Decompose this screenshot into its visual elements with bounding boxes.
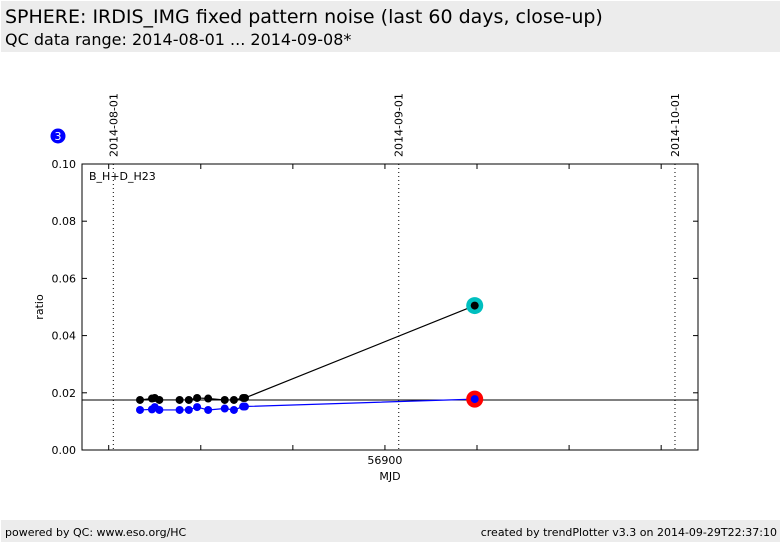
panel-label: B_H+D_H23 (89, 170, 156, 183)
data-point (184, 395, 193, 404)
data-point (136, 395, 145, 404)
y-tick-label: 0.04 (52, 330, 77, 343)
data-point (220, 395, 229, 404)
count-badge-icon (50, 128, 66, 144)
y-tick-label: 0.08 (52, 215, 77, 228)
page-subtitle: QC data range: 2014-08-01 ... 2014-09-08… (5, 30, 352, 49)
data-point (229, 395, 238, 404)
data-point (229, 405, 238, 414)
data-point (155, 405, 164, 414)
page-title: SPHERE: IRDIS_IMG fixed pattern noise (l… (5, 6, 603, 28)
data-point (175, 405, 184, 414)
data-point (184, 405, 193, 414)
data-point (193, 403, 202, 412)
data-point (136, 405, 145, 414)
y-tick-label: 0.06 (52, 272, 77, 285)
y-axis-label: ratio (33, 294, 46, 320)
y-tick-label: 0.02 (52, 387, 77, 400)
count-badge: 3 (55, 130, 62, 143)
y-tick-label: 0.10 (52, 158, 77, 171)
data-point (240, 402, 249, 411)
x-axis-label: MJD (379, 470, 400, 483)
footer-left: powered by QC: www.eso.org/HC (5, 526, 187, 539)
date-marker-label: 2014-10-01 (669, 93, 682, 157)
data-point (240, 393, 249, 402)
data-point (193, 393, 202, 402)
data-point (175, 395, 184, 404)
footer: powered by QC: www.eso.org/HC created by… (1, 520, 780, 542)
data-point (204, 405, 213, 414)
date-marker-label: 2014-09-01 (393, 93, 406, 157)
footer-right: created by trendPlotter v3.3 on 2014-09-… (480, 526, 777, 539)
y-tick-label: 0.00 (52, 444, 77, 457)
header: SPHERE: IRDIS_IMG fixed pattern noise (l… (1, 1, 780, 52)
data-point (470, 395, 479, 404)
plot-frame (81, 163, 699, 451)
date-marker-label: 2014-08-01 (107, 93, 120, 157)
data-point (220, 404, 229, 413)
series-line (139, 305, 475, 401)
x-tick-label: 56900 (367, 454, 402, 467)
data-point (470, 301, 479, 310)
data-point (204, 394, 213, 403)
data-point (155, 395, 164, 404)
